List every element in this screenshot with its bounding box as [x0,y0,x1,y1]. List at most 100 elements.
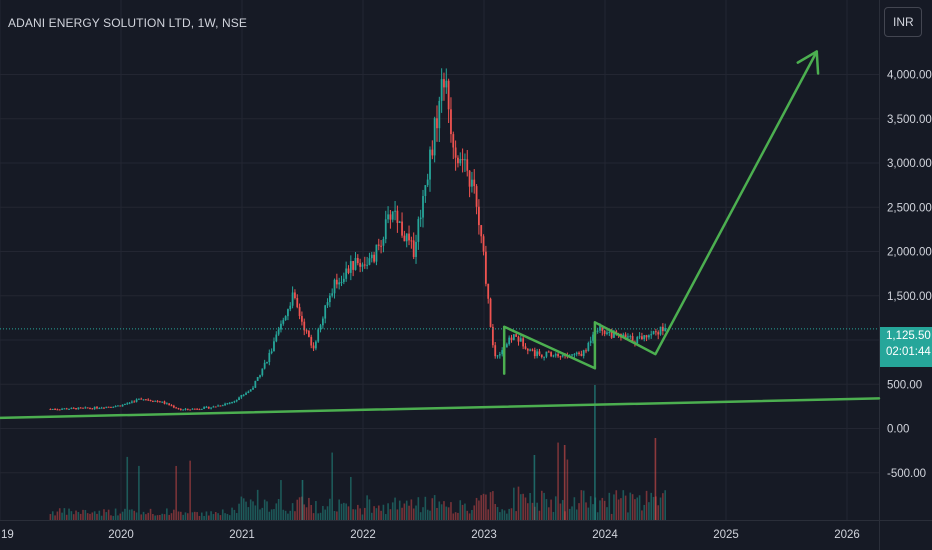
symbol-title: ADANI ENERGY SOLUTION LTD, 1W, NSE [8,16,248,30]
candle-body [636,336,639,344]
volume-bar [433,495,436,520]
volume-bar [235,513,238,520]
candle-body [158,401,161,403]
volume-bar [79,513,82,520]
volume-bar [317,513,320,520]
candle-body [401,221,403,236]
candle-body [256,376,259,381]
candle-body [606,332,608,334]
volume-bar [221,509,224,520]
candle-body [631,336,634,342]
volume-bar [266,501,268,520]
volume-bar [65,514,68,520]
volume-bar [175,465,177,520]
volume-spike [301,480,304,520]
candle-body [440,79,443,101]
volume-bar [126,456,129,520]
candle-body [543,356,546,358]
volume-bar [475,497,478,520]
volume-bar [131,509,133,520]
volume-bar [624,495,627,520]
candle-body [664,328,667,332]
volume-bar [631,494,634,520]
volume-bar [561,500,564,520]
volume-bar [189,460,191,520]
candle-body [349,261,352,273]
volume-bar [387,503,389,520]
candle-body [661,326,664,332]
volume-bar [648,502,650,520]
candle-body [589,340,592,343]
candle-body [410,240,413,242]
candle-body [238,397,240,401]
volume-bar [664,490,666,520]
volume-bar [305,507,308,520]
volume-bar [468,513,471,520]
volume-bar [256,489,259,520]
volume-bar [489,492,492,520]
candle-body [333,279,336,294]
currency-button[interactable]: INR [884,7,922,37]
candle-body [484,251,487,284]
volume-bar [657,505,660,520]
candle-body [450,109,452,135]
volume-bar [198,515,201,520]
volume-bar [145,514,147,520]
volume-bar [156,515,159,520]
volume-bar [382,504,385,520]
candle-body [294,292,296,299]
candle-body [550,352,552,357]
candle-body [203,407,206,409]
candle-body [135,399,138,402]
y-tick-label: -500.00 [887,468,926,480]
candle-body [375,244,378,262]
volume-bar [56,511,59,520]
candle-body [228,402,231,404]
volume-bar [63,508,66,520]
candle-body [221,405,224,407]
candle-body [72,407,75,409]
volume-bar [217,513,219,520]
candle-body [142,399,145,401]
volume-bar [91,512,94,520]
volume-bar [249,499,252,520]
candle-body [652,331,655,335]
volume-bar [445,506,448,520]
volume-bar [405,500,408,520]
volume-bar [373,506,375,520]
candle-body [254,380,257,388]
volume-bar [606,507,608,520]
candle-body [478,206,480,226]
volume-bar [212,514,215,520]
candle-body [249,389,252,392]
candle-body [242,394,245,396]
volume-bar [566,459,569,520]
volume-bar [166,508,168,520]
candle-body [263,362,266,369]
candle-body [408,233,410,241]
volume-bar [650,492,653,520]
volume-bar [72,514,75,520]
candle-body [522,338,525,347]
candle-body [317,329,320,342]
volume-bar [298,497,301,520]
volume-bar [294,511,296,520]
volume-bar [634,499,636,520]
candle-body [538,351,541,355]
candle-body [226,403,229,405]
volume-bar [662,493,664,520]
candle-body [233,401,236,403]
candle-body [405,233,408,242]
candle-body [77,407,80,410]
volume-bar [636,497,639,520]
candle-body [498,354,501,356]
volume-bar [454,512,457,520]
volume-bar [345,503,347,520]
volume-bar [315,501,317,520]
candle-body [501,350,504,355]
volume-bar [140,514,143,520]
candle-body [100,407,103,409]
candle-body [601,326,604,331]
volume-bar [426,509,429,520]
